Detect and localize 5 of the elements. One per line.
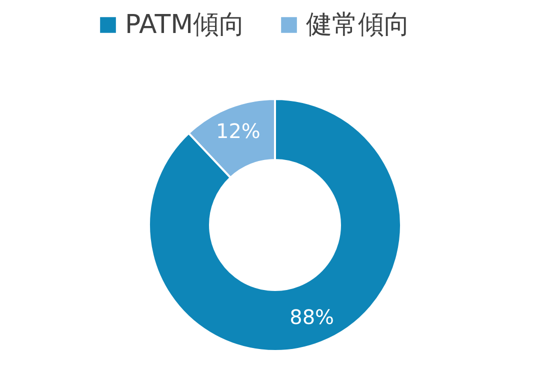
donut-slice bbox=[148, 98, 402, 352]
data-label: 88% bbox=[290, 304, 334, 329]
legend-label: 健常傾向 bbox=[306, 10, 410, 40]
data-label: 12% bbox=[216, 119, 260, 144]
legend-label: PATM傾向 bbox=[125, 10, 246, 40]
